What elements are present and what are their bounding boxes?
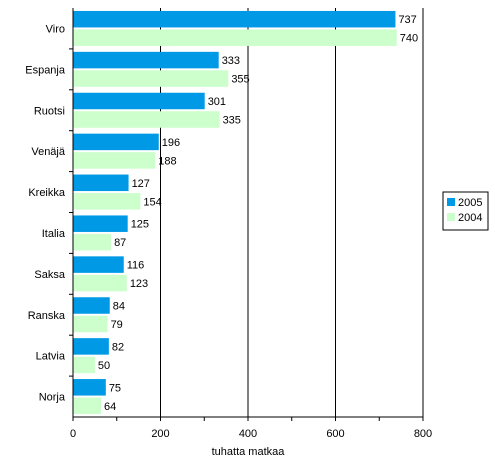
value-label-venäjä-2005: 196 [162, 137, 180, 149]
category-label-ruotsi: Ruotsi [34, 105, 65, 117]
bar-espanja-2004 [73, 70, 229, 87]
axes [69, 8, 424, 421]
value-label-ranska-2004: 79 [111, 319, 123, 331]
value-label-venäjä-2004: 188 [158, 155, 176, 167]
x-tick-label-600: 600 [326, 428, 344, 440]
value-label-norja-2004: 64 [104, 401, 116, 413]
value-label-italia-2005: 125 [131, 219, 149, 231]
legend-label-2005: 2005 [458, 197, 482, 209]
x-tick-label-200: 200 [151, 428, 169, 440]
category-label-norja: Norja [39, 392, 66, 404]
value-label-italia-2004: 87 [114, 237, 126, 249]
value-label-ranska-2005: 84 [113, 301, 125, 313]
category-label-espanja: Espanja [25, 64, 66, 76]
category-label-italia: Italia [42, 228, 66, 240]
category-label-latvia: Latvia [36, 351, 66, 363]
value-label-ruotsi-2004: 335 [223, 115, 241, 127]
bar-saksa-2005 [73, 256, 124, 273]
bar-viro-2004 [73, 29, 397, 46]
category-label-venäjä: Venäjä [31, 146, 66, 158]
bar-ruotsi-2005 [73, 92, 205, 110]
value-label-espanja-2005: 333 [222, 55, 240, 67]
legend: 2005 2004 [442, 191, 489, 231]
bar-saksa-2004 [73, 274, 127, 292]
x-tick-label-0: 0 [70, 428, 76, 440]
bar-viro-2005 [73, 10, 396, 28]
value-label-ruotsi-2005: 301 [208, 96, 226, 108]
bar-kreikka-2004 [73, 193, 141, 210]
bar-venäjä-2005 [73, 133, 159, 151]
x-tick-label-400: 400 [239, 428, 257, 440]
category-label-kreikka: Kreikka [28, 187, 66, 199]
gridlines [160, 8, 424, 417]
legend-label-2004: 2004 [458, 212, 482, 224]
bar-ruotsi-2004 [73, 111, 220, 128]
x-tick-labels: 0 200 400 600 800 [70, 428, 432, 440]
bar-kreikka-2005 [73, 174, 129, 192]
category-labels: Viro Espanja Ruotsi Venäjä Kreikka Italia Saks… [25, 23, 66, 403]
bar-ranska-2005 [73, 297, 110, 314]
value-label-saksa-2005: 116 [127, 260, 145, 272]
bar-italia-2004 [73, 233, 112, 251]
bar-norja-2005 [73, 379, 106, 396]
bars [73, 10, 397, 415]
bar-venäjä-2004 [73, 152, 156, 169]
value-label-viro-2004: 740 [400, 33, 418, 45]
category-label-ranska: Ranska [28, 310, 66, 322]
legend-swatch-2005 [447, 198, 455, 206]
bar-latvia-2004 [73, 356, 95, 374]
value-label-viro-2005: 737 [398, 14, 416, 26]
bar-ranska-2004 [73, 315, 108, 333]
value-label-espanja-2004: 355 [231, 74, 249, 86]
value-label-latvia-2004: 50 [98, 360, 110, 372]
value-label-kreikka-2005: 127 [132, 178, 150, 190]
value-label-latvia-2005: 82 [112, 341, 124, 353]
value-label-saksa-2004: 123 [130, 278, 148, 290]
bar-espanja-2005 [73, 51, 219, 69]
bar-latvia-2005 [73, 338, 109, 355]
bar-italia-2005 [73, 215, 128, 232]
value-label-kreikka-2004: 154 [143, 196, 161, 208]
x-tick-label-800: 800 [414, 428, 432, 440]
category-label-viro: Viro [46, 23, 65, 35]
bar-norja-2004 [73, 397, 101, 415]
category-label-saksa: Saksa [34, 269, 65, 281]
value-label-norja-2005: 75 [109, 382, 121, 394]
legend-swatch-2004 [447, 213, 455, 221]
x-axis-title: tuhatta matkaa [212, 446, 286, 458]
